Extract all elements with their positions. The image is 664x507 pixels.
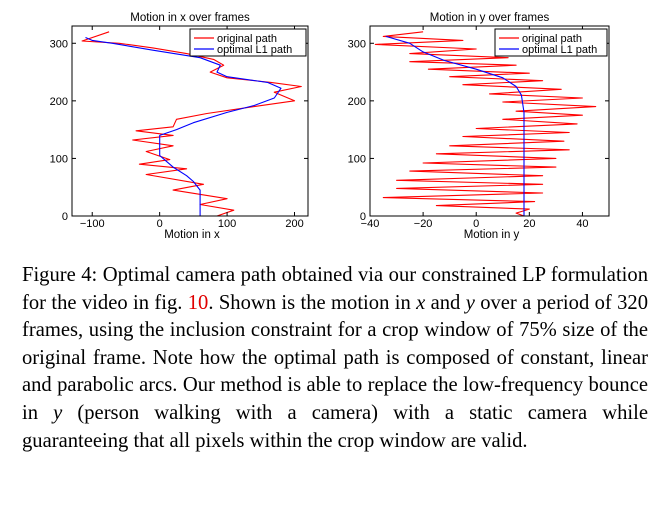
caption-text-3: and <box>425 291 466 314</box>
series-line-optimal-l1-path <box>85 36 282 216</box>
legend-box <box>189 28 307 57</box>
legend-box <box>494 28 608 57</box>
x-tick-label: 40 <box>576 218 588 230</box>
y-tick-label: 300 <box>348 38 366 50</box>
y-tick-label: 0 <box>62 211 68 223</box>
chart-1: −100 0 100 200 0 100 200 300 Motion in x over fr… <box>50 12 309 241</box>
series-line-optimal-l1-path <box>385 35 525 216</box>
caption-text-4: over a period of 320 frames, using the i… <box>22 291 649 424</box>
series-line-original-path <box>374 31 597 217</box>
x-tick-label: 0 <box>157 218 163 230</box>
x-tick-label: −40 <box>361 218 380 230</box>
y-tick-label: 100 <box>50 153 68 165</box>
variable-y: y <box>53 401 63 424</box>
x-tick-label: 0 <box>473 218 479 230</box>
x-axis-label: Motion in y <box>464 229 520 241</box>
legend-label: original path <box>217 33 277 45</box>
x-axis-label: Motion in x <box>164 229 220 241</box>
y-tick-label: 300 <box>50 38 68 50</box>
caption-text-1: Figure 4: Optimal camera path obtained v… <box>22 264 648 314</box>
chart-title: Motion in y over frames <box>430 12 550 24</box>
chart-title: Motion in x over frames <box>130 12 250 24</box>
variable-y: y <box>465 291 475 314</box>
variable-x: x <box>416 291 426 314</box>
x-tick-label: −20 <box>414 218 433 230</box>
x-tick-label: −100 <box>80 218 105 230</box>
plot-frame <box>71 25 309 217</box>
legend-label: optimal L1 path <box>522 44 597 56</box>
caption-text-5: (person walking with a camera) with a st… <box>22 401 648 452</box>
x-tick-label: 200 <box>285 218 303 230</box>
figure-reference-link[interactable]: 10 <box>187 291 209 314</box>
y-tick-label: 100 <box>348 153 366 165</box>
figure-caption: Figure 4: Optimal camera path obtained v… <box>22 262 648 455</box>
x-tick-label: 20 <box>523 218 535 230</box>
x-tick-label: 100 <box>218 218 236 230</box>
plot-frame <box>369 25 610 217</box>
y-tick-label: 200 <box>50 96 68 108</box>
legend-label: optimal L1 path <box>217 44 292 56</box>
y-tick-label: 0 <box>360 211 366 223</box>
legend-label: original path <box>522 33 582 45</box>
chart-2: −40 −20 0 20 40 0 100 200 300 Motion in y over fr… <box>348 12 610 241</box>
caption-text-2: . Shown is the motion in <box>208 291 417 314</box>
y-tick-label: 200 <box>348 96 366 108</box>
